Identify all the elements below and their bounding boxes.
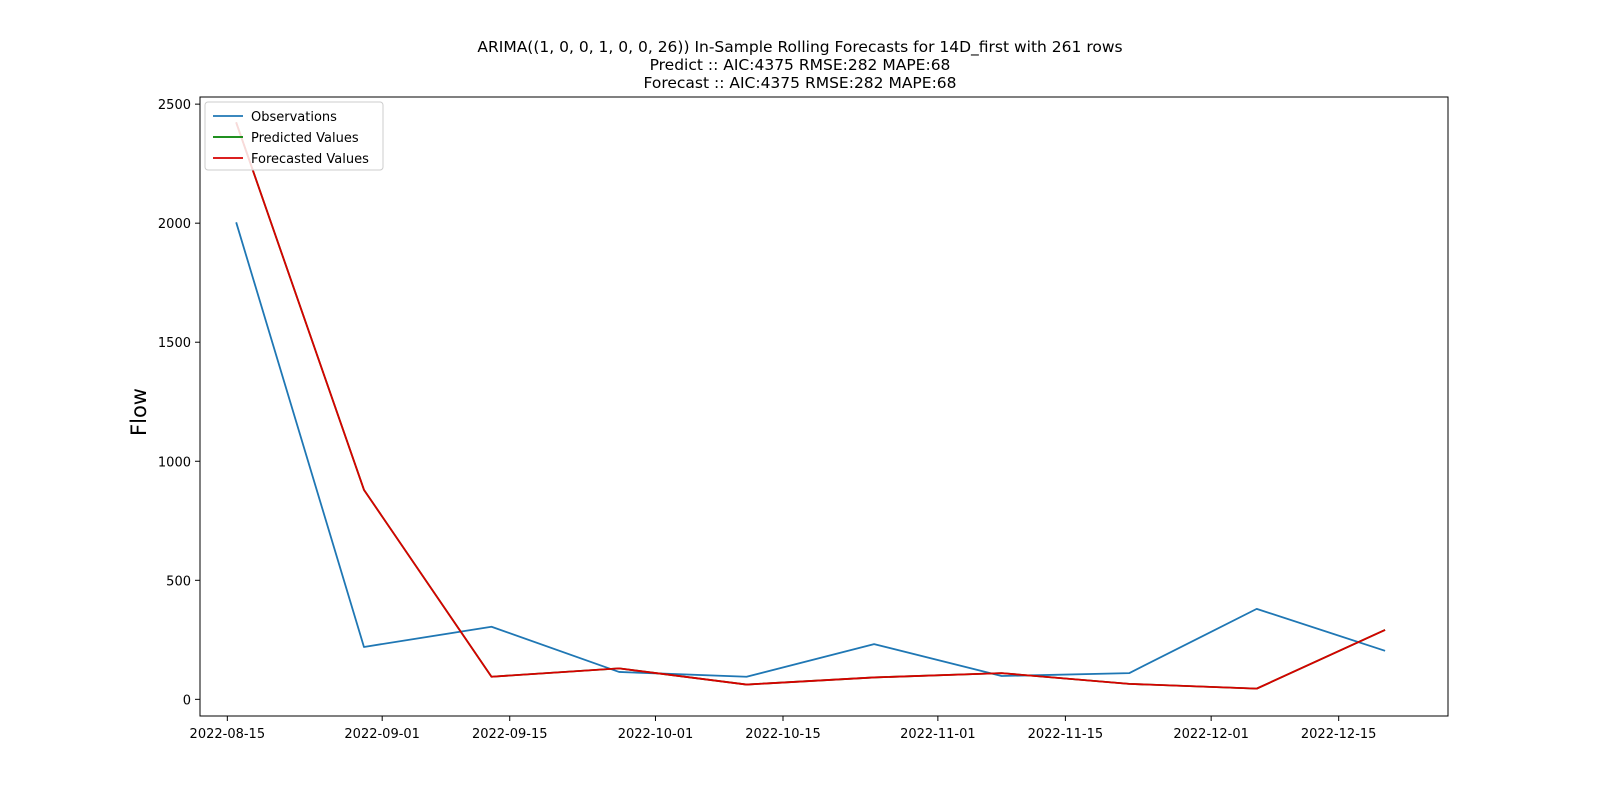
series-line-forecasted-values bbox=[235, 122, 1386, 690]
title-line-1: ARIMA((1, 0, 0, 1, 0, 0, 26)) In-Sample … bbox=[477, 38, 1122, 57]
x-tick-label: 2022-11-01 bbox=[900, 727, 976, 742]
x-tick-label: 2022-12-15 bbox=[1301, 727, 1377, 742]
y-tick-label: 1000 bbox=[158, 455, 191, 470]
x-tick-label: 2022-10-15 bbox=[745, 727, 821, 742]
x-axis-ticks: 2022-08-15 2022-09-01 2022-09-15 2022-10-01… bbox=[190, 716, 1377, 742]
series-line-predicted-values bbox=[235, 122, 1386, 690]
chart-title: ARIMA((1, 0, 0, 1, 0, 0, 26)) In-Sample … bbox=[477, 38, 1122, 92]
legend-label-forecasted-values: Forecasted Values bbox=[251, 152, 369, 167]
title-line-2: Predict :: AIC:4375 RMSE:282 MAPE:68 bbox=[650, 56, 951, 74]
title-line-3: Forecast :: AIC:4375 RMSE:282 MAPE:68 bbox=[643, 74, 956, 92]
x-tick-label: 2022-08-15 bbox=[190, 727, 266, 742]
y-tick-label: 1500 bbox=[158, 336, 191, 351]
legend-box bbox=[204, 101, 384, 171]
y-tick-label: 2000 bbox=[158, 217, 191, 232]
series-line-observations bbox=[235, 222, 1386, 678]
legend-label-observations: Observations bbox=[251, 110, 337, 125]
y-tick-label: 500 bbox=[166, 574, 191, 589]
x-tick-label: 2022-09-15 bbox=[472, 727, 548, 742]
plot-area: 2022-08-15 2022-09-01 2022-09-15 2022-10-01… bbox=[158, 96, 1449, 742]
legend-label-predicted-values: Predicted Values bbox=[251, 131, 359, 146]
x-tick-label: 2022-11-15 bbox=[1028, 727, 1104, 742]
plot-frame bbox=[199, 96, 1449, 717]
legend: Observations Predicted Values Forecasted V… bbox=[204, 101, 384, 171]
y-tick-label: 0 bbox=[183, 693, 191, 708]
y-tick-label: 2500 bbox=[158, 98, 191, 113]
y-axis-ticks: 0 500 1000 1500 2000 2500 bbox=[158, 98, 200, 708]
x-tick-label: 2022-09-01 bbox=[344, 727, 420, 742]
x-tick-label: 2022-12-01 bbox=[1173, 727, 1249, 742]
y-axis-label: Flow bbox=[127, 388, 151, 436]
series-lines bbox=[235, 122, 1386, 690]
x-tick-label: 2022-10-01 bbox=[618, 727, 694, 742]
